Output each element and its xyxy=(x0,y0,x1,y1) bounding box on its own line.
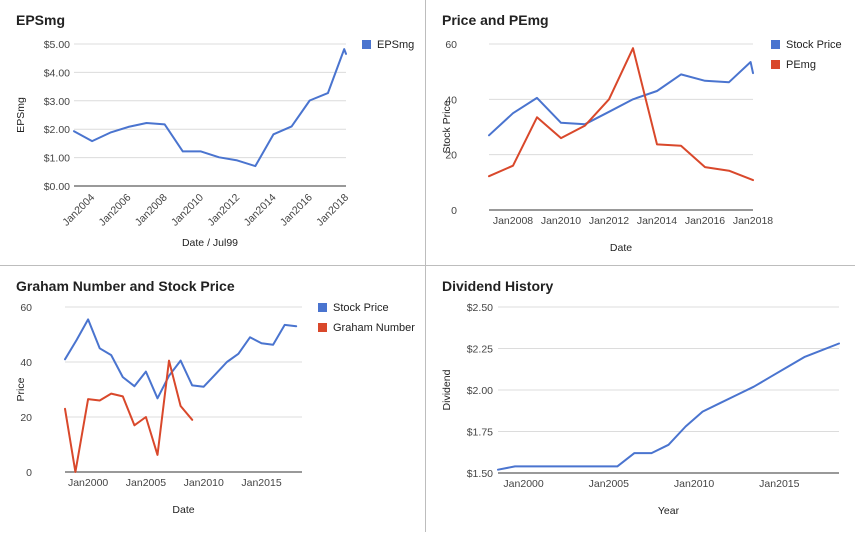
x-tick-label: Jan2018 xyxy=(733,215,773,227)
y-tick-label: $2.00 xyxy=(467,385,493,397)
chart-title: Price and PEmg xyxy=(442,12,549,28)
y-tick-label: 40 xyxy=(445,94,457,106)
x-tick-label: Jan2005 xyxy=(126,477,166,489)
y-tick-label: $2.00 xyxy=(44,124,70,136)
y-tick-label: 60 xyxy=(20,302,32,314)
x-tick-label: Jan2004 xyxy=(60,192,97,229)
x-tick-label: Jan2008 xyxy=(493,215,533,227)
chart-title: Graham Number and Stock Price xyxy=(16,278,235,294)
legend-label: EPSmg xyxy=(377,39,414,51)
x-tick-label: Jan2010 xyxy=(169,192,206,229)
x-tick-label: Jan2010 xyxy=(674,478,714,490)
chart-title: EPSmg xyxy=(16,12,65,28)
legend-swatch xyxy=(771,60,780,69)
y-tick-label: $0.00 xyxy=(44,181,70,193)
x-tick-label: Jan2005 xyxy=(589,478,629,490)
y-axis-title: Price xyxy=(15,377,27,401)
x-tick-label: Jan2010 xyxy=(184,477,224,489)
dividend-chart: Dividend History $1.50 $1.75 $2.00 $2.25 $2.5… xyxy=(441,278,840,517)
y-tick-label: $4.00 xyxy=(44,67,70,79)
y-tick-label: 20 xyxy=(445,150,457,162)
legend-swatch xyxy=(318,303,327,312)
x-axis-title: Date xyxy=(610,242,632,254)
graham-chart: Graham Number and Stock Price 0 20 40 60 Jan2… xyxy=(15,278,415,516)
legend-label: Graham Number xyxy=(333,322,415,334)
x-tick-label: Jan2016 xyxy=(278,192,315,229)
dividend-chart-panel: Dividend History $1.50 $1.75 $2.00 $2.25 $2.5… xyxy=(426,266,855,532)
y-tick-label: $1.00 xyxy=(44,153,70,165)
x-tick-label: Jan2014 xyxy=(637,215,677,227)
y-axis-title: Dividend xyxy=(441,369,453,410)
x-tick-label: Jan2000 xyxy=(68,477,108,489)
legend-swatch xyxy=(318,323,327,332)
chart-title: Dividend History xyxy=(442,278,553,294)
y-tick-label: 0 xyxy=(26,467,32,479)
y-tick-label: 0 xyxy=(451,205,457,217)
x-tick-label: Jan2000 xyxy=(503,478,543,490)
series-line-0 xyxy=(64,318,298,400)
legend-label: Stock Price xyxy=(786,39,842,51)
y-tick-label: 40 xyxy=(20,357,32,369)
x-tick-label: Jan2016 xyxy=(685,215,725,227)
y-axis-title: EPSmg xyxy=(15,97,27,133)
legend-swatch xyxy=(362,40,371,49)
y-tick-label: $3.00 xyxy=(44,96,70,108)
x-tick-label: Jan2012 xyxy=(205,192,242,229)
x-tick-label: Jan2015 xyxy=(759,478,799,490)
series-line-0 xyxy=(488,61,754,137)
series-line-1 xyxy=(488,47,754,182)
legend-label: PEmg xyxy=(786,59,816,71)
x-tick-label: Jan2010 xyxy=(541,215,581,227)
price-pemg-chart: Price and PEmg 0 20 40 60 Jan2008 Jan2010 Jan20… xyxy=(441,12,842,254)
y-axis-title: Stock Price xyxy=(441,100,453,153)
x-tick-label: Jan2014 xyxy=(242,192,279,229)
series-line-0 xyxy=(497,342,840,471)
graham-chart-panel: Graham Number and Stock Price 0 20 40 60 Jan2… xyxy=(0,266,426,532)
panel-divider-vertical xyxy=(425,0,426,532)
x-tick-label: Jan2006 xyxy=(97,192,134,229)
y-tick-label: $5.00 xyxy=(44,39,70,51)
legend-label: Stock Price xyxy=(333,302,389,314)
x-tick-label: Jan2015 xyxy=(241,477,281,489)
y-tick-label: $2.50 xyxy=(467,302,493,314)
x-tick-label: Jan2012 xyxy=(589,215,629,227)
y-tick-label: 60 xyxy=(445,39,457,51)
epsmg-chart: EPSmg $0.00 $1.00 $2.00 $3.00 $4.00 $5.00 Jan20… xyxy=(15,12,414,249)
series-line-1 xyxy=(64,359,194,473)
legend-swatch xyxy=(771,40,780,49)
epsmg-chart-panel: EPSmg $0.00 $1.00 $2.00 $3.00 $4.00 $5.00 Jan20… xyxy=(0,0,426,265)
series-line-0 xyxy=(73,48,347,168)
x-axis-title: Date / Jul99 xyxy=(182,237,238,249)
y-tick-label: 20 xyxy=(20,412,32,424)
x-tick-label: Jan2008 xyxy=(133,192,170,229)
x-axis-title: Year xyxy=(658,505,680,517)
x-tick-label: Jan2018 xyxy=(314,192,351,229)
y-tick-label: $1.75 xyxy=(467,427,493,439)
price-pemg-chart-panel: Price and PEmg 0 20 40 60 Jan2008 Jan2010 Jan20… xyxy=(426,0,855,265)
y-tick-label: $1.50 xyxy=(467,468,493,480)
panel-divider-horizontal xyxy=(0,265,855,266)
y-tick-label: $2.25 xyxy=(467,344,493,356)
x-axis-title: Date xyxy=(172,504,194,516)
